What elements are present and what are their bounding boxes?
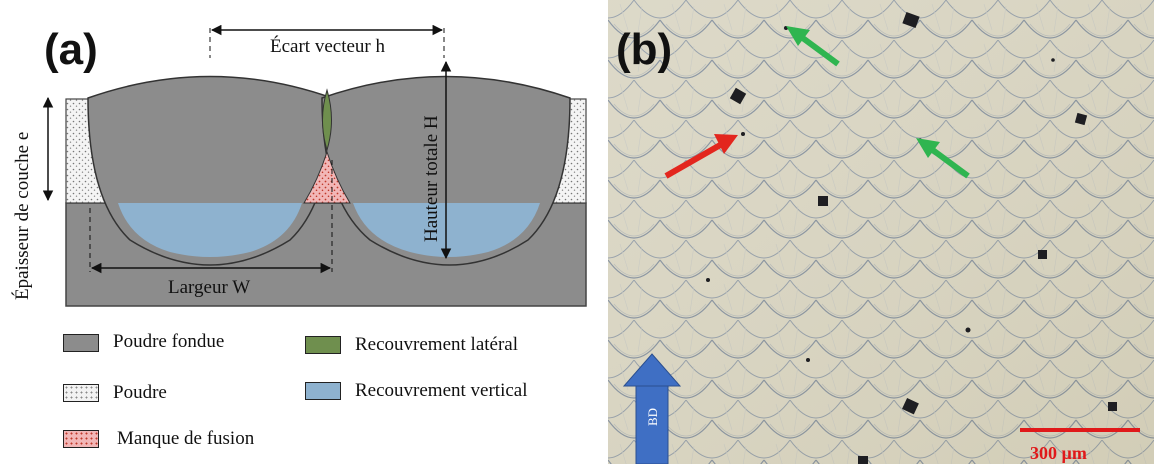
layer-thickness-label: Épaisseur de couche e	[11, 132, 33, 300]
legend-swatch-lack-of-fusion	[63, 430, 99, 448]
width-label: Largeur W	[168, 277, 250, 298]
pores	[706, 11, 1117, 464]
legend-swatch-vertical-overlap	[305, 382, 341, 400]
build-direction-label: BD	[645, 408, 660, 426]
legend-swatch-lateral-overlap	[305, 336, 341, 354]
legend-label-powder: Poudre	[113, 382, 167, 403]
panel-a-label: (a)	[44, 25, 98, 74]
legend-swatch-powder	[63, 384, 99, 402]
red-arrow	[664, 134, 738, 179]
scale-bar-label: 300 µm	[1030, 443, 1087, 463]
legend-swatch-melted-powder	[63, 334, 99, 352]
green-arrow-middle	[916, 138, 970, 179]
green-arrow-top	[786, 26, 840, 67]
hatch-spacing-label: Écart vecteur h	[270, 35, 385, 57]
lateral-overlap	[322, 88, 332, 152]
panel-a-melt-pool-diagram: Écart vecteur h Hauteur totale H Épaisse…	[11, 24, 587, 449]
total-height-label: Hauteur totale H	[421, 115, 442, 242]
legend-label-melted-powder: Poudre fondue	[113, 331, 225, 352]
legend-label-lack-of-fusion: Manque de fusion	[117, 428, 255, 449]
melt-pool-schematic: Écart vecteur h Hauteur totale H Épaisse…	[11, 24, 587, 307]
legend-label-lateral-overlap: Recouvrement latéral	[355, 334, 519, 355]
micrograph-image: BD 300 µm (b)	[608, 0, 1154, 464]
vertical-overlap-left	[118, 203, 302, 257]
panel-b-micrograph: BD 300 µm (b)	[608, 0, 1154, 464]
legend-label-vertical-overlap: Recouvrement vertical	[355, 380, 528, 401]
scale-bar	[1020, 428, 1140, 432]
build-direction-arrow	[622, 353, 682, 464]
lack-of-fusion	[303, 150, 351, 204]
panel-b-label: (b)	[616, 25, 672, 74]
